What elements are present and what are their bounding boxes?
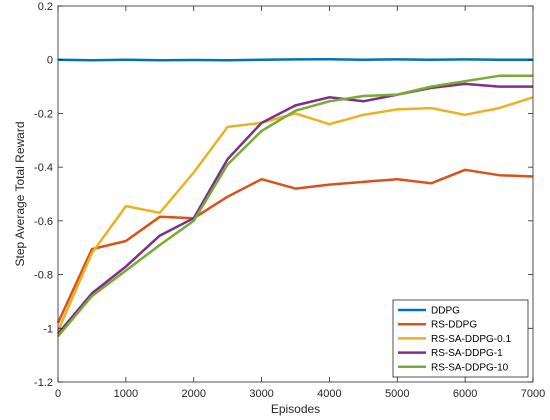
x-tick-label: 5000 (385, 388, 409, 400)
y-tick-label: -0.4 (34, 162, 53, 174)
x-tick-label: 0 (55, 388, 61, 400)
series-line-rs-ddpg (56, 168, 534, 324)
x-tick-label: 7000 (521, 388, 545, 400)
y-tick-label: -0.2 (34, 108, 53, 120)
axes (57, 5, 534, 383)
legend-entry-label: RS-DDPG (431, 320, 477, 331)
y-tick-label: 0.2 (38, 1, 53, 13)
legend-entry-label: RS-SA-DDPG-1 (431, 348, 503, 359)
x-tick-label: 3000 (249, 388, 273, 400)
x-tick-label: 1000 (114, 388, 138, 400)
legend: DDPG RS-DDPG RS-SA-DDPG-0.1 RS-SA-DDPG-1 RS-… (392, 299, 529, 378)
y-tick-label: 0 (47, 55, 53, 67)
y-tick-label: -1.2 (34, 377, 53, 389)
legend-entry-label: RS-SA-DDPG-0.1 (431, 334, 511, 345)
x-tick-label: 6000 (453, 388, 477, 400)
axes-box (57, 5, 534, 383)
series-line-rs-sa-ddpg-0.1 (56, 96, 534, 332)
y-tick-label: -1 (43, 323, 53, 335)
series-line-rs-sa-ddpg-1 (57, 82, 533, 335)
y-axis-label: Step Average Total Reward (13, 122, 27, 267)
x-tick-label: 2000 (181, 388, 205, 400)
x-axis-label: Episodes (271, 402, 320, 416)
legend-entry-label: RS-SA-DDPG-10 (431, 362, 509, 373)
series-line-ddpg (57, 57, 533, 62)
y-tick-label: -0.8 (34, 270, 53, 282)
series-line-rs-sa-ddpg-10 (57, 74, 533, 338)
series-layer (56, 57, 534, 338)
legend-entry-label: DDPG (431, 306, 460, 317)
ticks: 0 1000 2000 3000 4000 5000 6000 7000 0.2 0 -0.2 -0.… (34, 1, 545, 400)
x-tick-label: 4000 (317, 388, 341, 400)
y-tick-label: -0.6 (34, 216, 53, 228)
